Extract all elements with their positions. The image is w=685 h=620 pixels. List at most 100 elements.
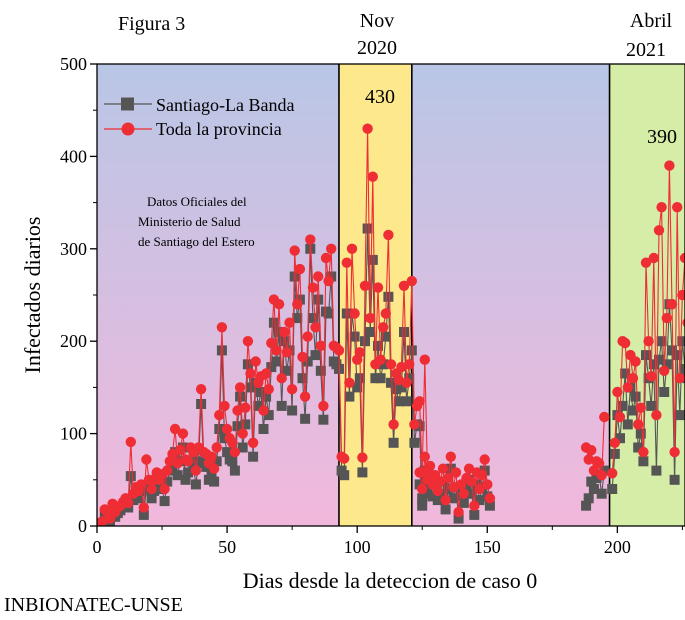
series-0-point: [479, 465, 490, 476]
series-1-point: [445, 451, 456, 462]
series-0-point: [615, 433, 625, 444]
series-0-point: [417, 493, 428, 504]
source-note-line2: Ministerio de Salud: [138, 214, 241, 229]
series-0-point: [248, 451, 259, 462]
series-0-point: [622, 419, 633, 430]
series-1-point: [250, 356, 261, 367]
series-1: [97, 123, 685, 526]
series-0-point: [425, 470, 435, 481]
series-1-point: [661, 312, 672, 324]
series-1-point: [326, 243, 337, 254]
series-1-point: [378, 322, 389, 333]
series-1-point: [260, 368, 272, 379]
series-1-point: [208, 463, 220, 474]
series-0-point: [375, 373, 386, 384]
series-1-point: [640, 257, 652, 268]
series-0-point: [310, 350, 321, 361]
series-1-point: [219, 400, 230, 412]
series-0-point: [237, 442, 248, 453]
series-1-point: [221, 423, 233, 435]
series-0-point: [240, 419, 251, 430]
x-tick-label: 100: [344, 537, 371, 557]
footer-credit: INBIONATEC-UNSE: [4, 594, 183, 616]
series-0-point: [287, 405, 298, 416]
series-1-point: [206, 451, 217, 462]
legend-entry-santiago: Santiago-La Banda: [104, 95, 294, 115]
series-0-point: [276, 400, 287, 411]
series-1-point: [630, 356, 641, 367]
series-0-point: [261, 391, 272, 402]
series-0-point: [656, 336, 667, 347]
series-1-point: [263, 384, 274, 395]
series-1-point: [320, 252, 332, 264]
x-tick-label: 0: [93, 537, 102, 557]
series-1-point: [299, 391, 311, 402]
series-0-point: [263, 410, 274, 421]
series-1-point: [404, 359, 415, 370]
series-0-point: [281, 365, 292, 376]
series-1-point: [289, 245, 300, 256]
series-0-point: [266, 362, 277, 373]
series-0-point: [406, 345, 417, 356]
series-1-point: [359, 280, 371, 291]
series-1-point: [307, 282, 319, 293]
background-band-1: [338, 64, 412, 526]
series-1-point: [175, 445, 186, 456]
series-1-point: [141, 454, 152, 465]
series-1-point: [177, 428, 189, 439]
series-layer: [97, 123, 685, 526]
series-0-point: [417, 500, 428, 511]
series-0-point: [414, 479, 425, 490]
series-1-point: [346, 243, 358, 254]
series-0-point: [203, 474, 214, 485]
axes: 0 100 200 300 400 500 0 50 100 150 200: [60, 54, 683, 557]
series-1-point: [435, 476, 446, 487]
series-1-point: [315, 340, 326, 351]
series-1-point: [380, 308, 391, 319]
series-0-point: [172, 470, 183, 481]
series-1-point: [620, 337, 631, 349]
series-0-point: [401, 396, 412, 407]
series-0-point: [386, 377, 396, 388]
legend-entry-provincia: Toda la provincia: [104, 119, 282, 139]
legend-marker-square: [121, 97, 134, 111]
y-tick-label: 300: [60, 239, 87, 259]
series-1-point: [281, 347, 293, 358]
y-tick-label: 0: [78, 516, 87, 536]
series-0-point: [138, 509, 149, 520]
period-label-nov-line1: Nov: [360, 10, 394, 32]
series-1-point: [372, 282, 384, 293]
series-1-point: [638, 446, 649, 458]
series-0-point: [404, 373, 415, 384]
series-1-point: [424, 460, 436, 472]
series-1-point: [414, 467, 425, 478]
series-0-point: [227, 456, 238, 467]
series-1-point: [463, 463, 475, 474]
series-0-point: [258, 424, 269, 434]
series-0-point: [352, 382, 363, 393]
series-1-point: [466, 476, 477, 487]
series-0-point: [596, 488, 607, 499]
series-0-point: [581, 500, 592, 511]
series-1-point: [393, 374, 404, 386]
series-0-point: [367, 254, 378, 265]
series-1-point: [211, 442, 222, 453]
series-1-point: [357, 452, 368, 463]
series-1-point: [214, 409, 225, 421]
series-0-point: [354, 373, 365, 384]
series-1-point: [313, 271, 324, 282]
series-1-point: [271, 345, 282, 356]
legend-label-provincia: Toda la provincia: [156, 119, 282, 139]
series-1-point: [279, 326, 290, 338]
series-0-point: [414, 421, 425, 432]
series-0-point: [294, 294, 305, 305]
series-0-point: [651, 465, 662, 476]
series-1-point: [622, 382, 633, 393]
series-1-point: [458, 488, 469, 499]
series-0-point: [362, 223, 373, 234]
series-1-point: [664, 160, 675, 171]
series-0-point: [378, 359, 389, 370]
series-0-point: [391, 384, 402, 395]
series-1-point: [679, 252, 685, 264]
series-1-point: [297, 351, 308, 363]
